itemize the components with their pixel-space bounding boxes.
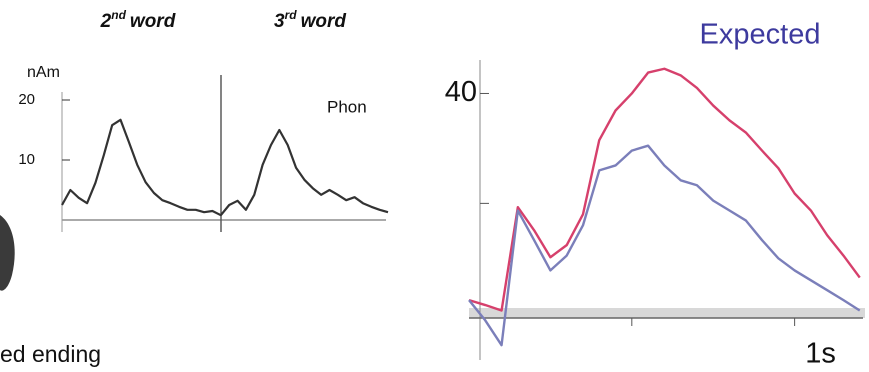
label-superscript: rd: [285, 8, 298, 22]
x-tick-label: 1s: [805, 338, 836, 370]
label-superscript: nd: [111, 8, 126, 22]
y-tick-label: 20: [18, 91, 35, 108]
baseline-band: [469, 308, 865, 318]
footer-text: ed ending: [0, 341, 101, 367]
label-number: 2: [100, 11, 112, 32]
chart-title: Expected: [700, 19, 821, 51]
y-tick-label: 40: [445, 76, 477, 108]
label-number: 3: [274, 11, 285, 32]
y-axis-label: nAm: [27, 64, 60, 81]
annotation: Phon: [327, 97, 367, 116]
brain-fragment: [0, 215, 15, 291]
label-word: word: [130, 11, 176, 32]
y-tick-label: 10: [18, 151, 35, 168]
screenshot: ed ending 1020nAmPhon2ndword3rdword401sE…: [0, 0, 869, 372]
label-word: word: [301, 11, 347, 32]
line: [62, 120, 388, 215]
